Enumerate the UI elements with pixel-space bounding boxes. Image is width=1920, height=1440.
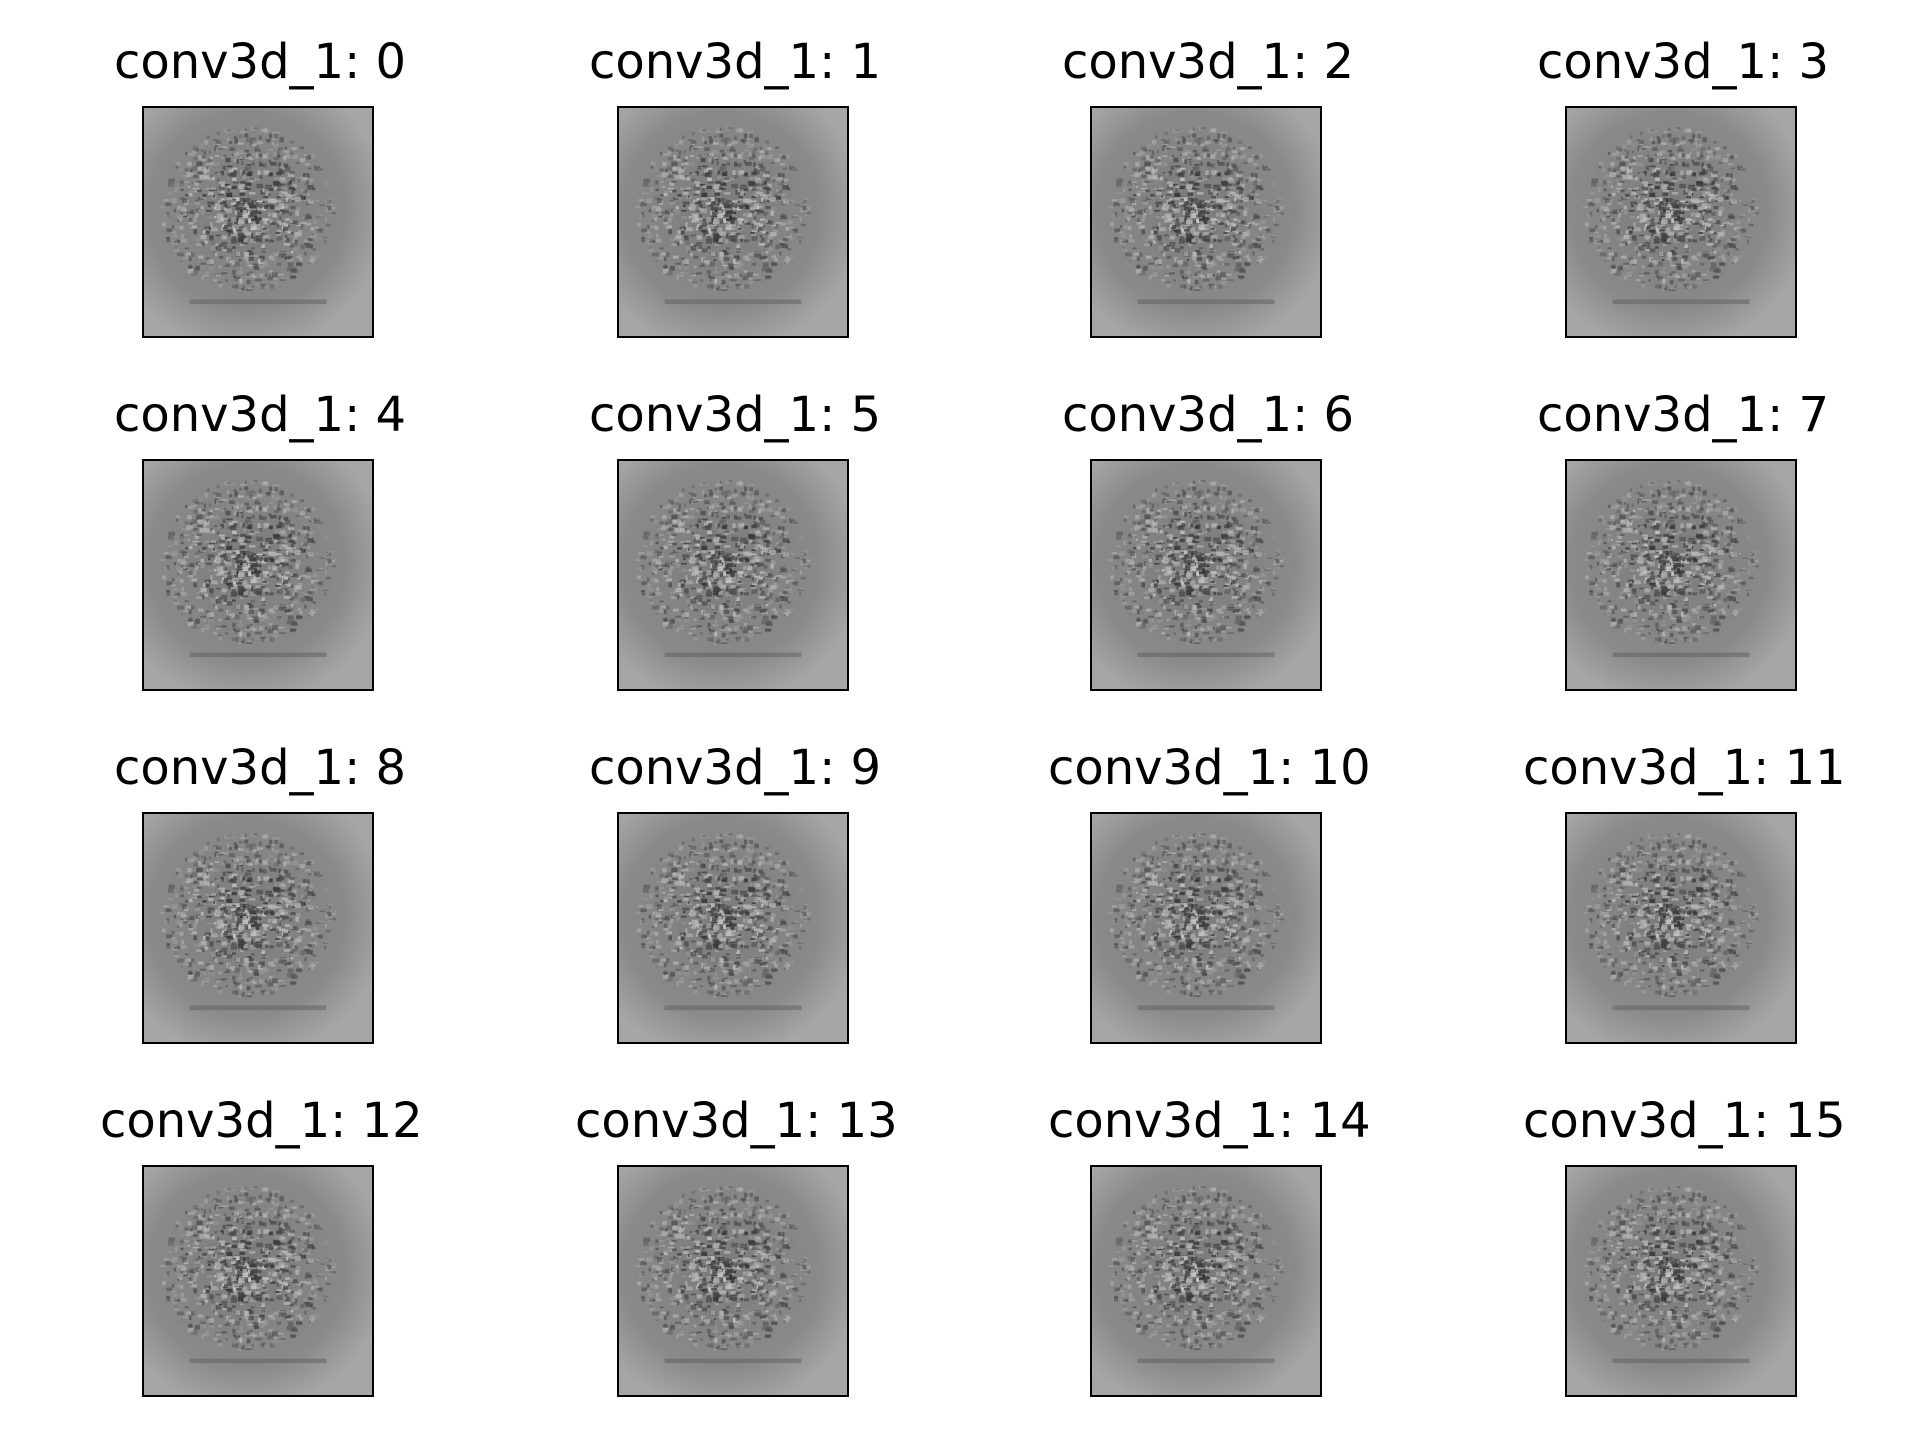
panel-title: conv3d_1: 8 <box>113 740 407 796</box>
feature-map-texture <box>144 814 372 1042</box>
feature-map-texture <box>1092 461 1320 689</box>
panel-title: conv3d_1: 10 <box>1048 740 1371 796</box>
image-band <box>1137 1005 1275 1011</box>
image-noise <box>635 479 811 645</box>
image-noise <box>160 832 336 998</box>
image-band <box>1137 652 1275 658</box>
feature-map-image <box>1090 106 1322 338</box>
panel-title: conv3d_1: 9 <box>588 740 882 796</box>
image-band <box>664 1358 802 1364</box>
panel-title: conv3d_1: 6 <box>1061 387 1355 443</box>
feature-map-panel: conv3d_1: 7 <box>1523 385 1843 691</box>
image-band <box>1612 299 1750 305</box>
image-band <box>189 1005 327 1011</box>
feature-map-texture <box>1092 108 1320 336</box>
image-band <box>1137 299 1275 305</box>
panel-title: conv3d_1: 5 <box>588 387 882 443</box>
feature-map-panel: conv3d_1: 10 <box>1048 738 1371 1044</box>
feature-map-panel: conv3d_1: 0 <box>100 32 420 338</box>
image-noise <box>1583 1185 1759 1351</box>
feature-map-image <box>1090 459 1322 691</box>
feature-map-image <box>617 106 849 338</box>
panel-title: conv3d_1: 12 <box>100 1093 423 1149</box>
panel-title: conv3d_1: 13 <box>575 1093 898 1149</box>
feature-map-panel: conv3d_1: 13 <box>575 1091 898 1397</box>
feature-map-image <box>617 459 849 691</box>
feature-map-image <box>142 106 374 338</box>
feature-map-image <box>142 1165 374 1397</box>
panel-title: conv3d_1: 0 <box>113 34 407 90</box>
panel-title: conv3d_1: 3 <box>1536 34 1830 90</box>
feature-map-image <box>1090 812 1322 1044</box>
image-noise <box>635 1185 811 1351</box>
image-band <box>1137 1358 1275 1364</box>
feature-map-panel: conv3d_1: 4 <box>100 385 420 691</box>
feature-map-panel: conv3d_1: 1 <box>575 32 895 338</box>
image-noise <box>1583 479 1759 645</box>
panel-title: conv3d_1: 14 <box>1048 1093 1371 1149</box>
image-band <box>664 299 802 305</box>
image-noise <box>160 1185 336 1351</box>
feature-map-texture <box>619 108 847 336</box>
feature-map-texture <box>619 814 847 1042</box>
feature-map-panel: conv3d_1: 11 <box>1523 738 1846 1044</box>
feature-map-image <box>617 812 849 1044</box>
feature-map-image <box>1090 1165 1322 1397</box>
feature-map-image <box>142 459 374 691</box>
feature-map-panel: conv3d_1: 14 <box>1048 1091 1371 1397</box>
feature-map-texture <box>619 461 847 689</box>
feature-map-panel: conv3d_1: 6 <box>1048 385 1368 691</box>
image-band <box>189 299 327 305</box>
feature-map-texture <box>1092 814 1320 1042</box>
image-noise <box>1108 479 1284 645</box>
image-band <box>189 1358 327 1364</box>
panel-title: conv3d_1: 1 <box>588 34 882 90</box>
panel-title: conv3d_1: 4 <box>113 387 407 443</box>
feature-map-panel: conv3d_1: 15 <box>1523 1091 1846 1397</box>
feature-map-texture <box>1567 1167 1795 1395</box>
feature-map-panel: conv3d_1: 8 <box>100 738 420 1044</box>
image-band <box>1612 1005 1750 1011</box>
feature-map-panel: conv3d_1: 3 <box>1523 32 1843 338</box>
feature-map-image <box>142 812 374 1044</box>
image-noise <box>635 126 811 292</box>
panel-title: conv3d_1: 2 <box>1061 34 1355 90</box>
feature-map-image <box>1565 106 1797 338</box>
feature-map-panel: conv3d_1: 9 <box>575 738 895 1044</box>
image-noise <box>1583 126 1759 292</box>
image-band <box>189 652 327 658</box>
feature-map-image <box>617 1165 849 1397</box>
feature-map-image <box>1565 812 1797 1044</box>
feature-map-panel: conv3d_1: 5 <box>575 385 895 691</box>
feature-map-image <box>1565 1165 1797 1397</box>
image-band <box>1612 652 1750 658</box>
image-noise <box>160 126 336 292</box>
panel-title: conv3d_1: 7 <box>1536 387 1830 443</box>
feature-map-texture <box>144 1167 372 1395</box>
image-noise <box>1583 832 1759 998</box>
panel-title: conv3d_1: 11 <box>1523 740 1846 796</box>
feature-map-texture <box>144 108 372 336</box>
feature-map-panel: conv3d_1: 2 <box>1048 32 1368 338</box>
image-noise <box>160 479 336 645</box>
feature-map-texture <box>1092 1167 1320 1395</box>
panel-title: conv3d_1: 15 <box>1523 1093 1846 1149</box>
image-band <box>1612 1358 1750 1364</box>
image-noise <box>1108 832 1284 998</box>
image-band <box>664 1005 802 1011</box>
feature-map-texture <box>1567 108 1795 336</box>
feature-map-texture <box>619 1167 847 1395</box>
feature-map-panel: conv3d_1: 12 <box>100 1091 423 1397</box>
image-noise <box>1108 1185 1284 1351</box>
image-band <box>664 652 802 658</box>
image-noise <box>635 832 811 998</box>
feature-map-texture <box>144 461 372 689</box>
image-noise <box>1108 126 1284 292</box>
feature-map-texture <box>1567 814 1795 1042</box>
feature-map-texture <box>1567 461 1795 689</box>
feature-map-image <box>1565 459 1797 691</box>
